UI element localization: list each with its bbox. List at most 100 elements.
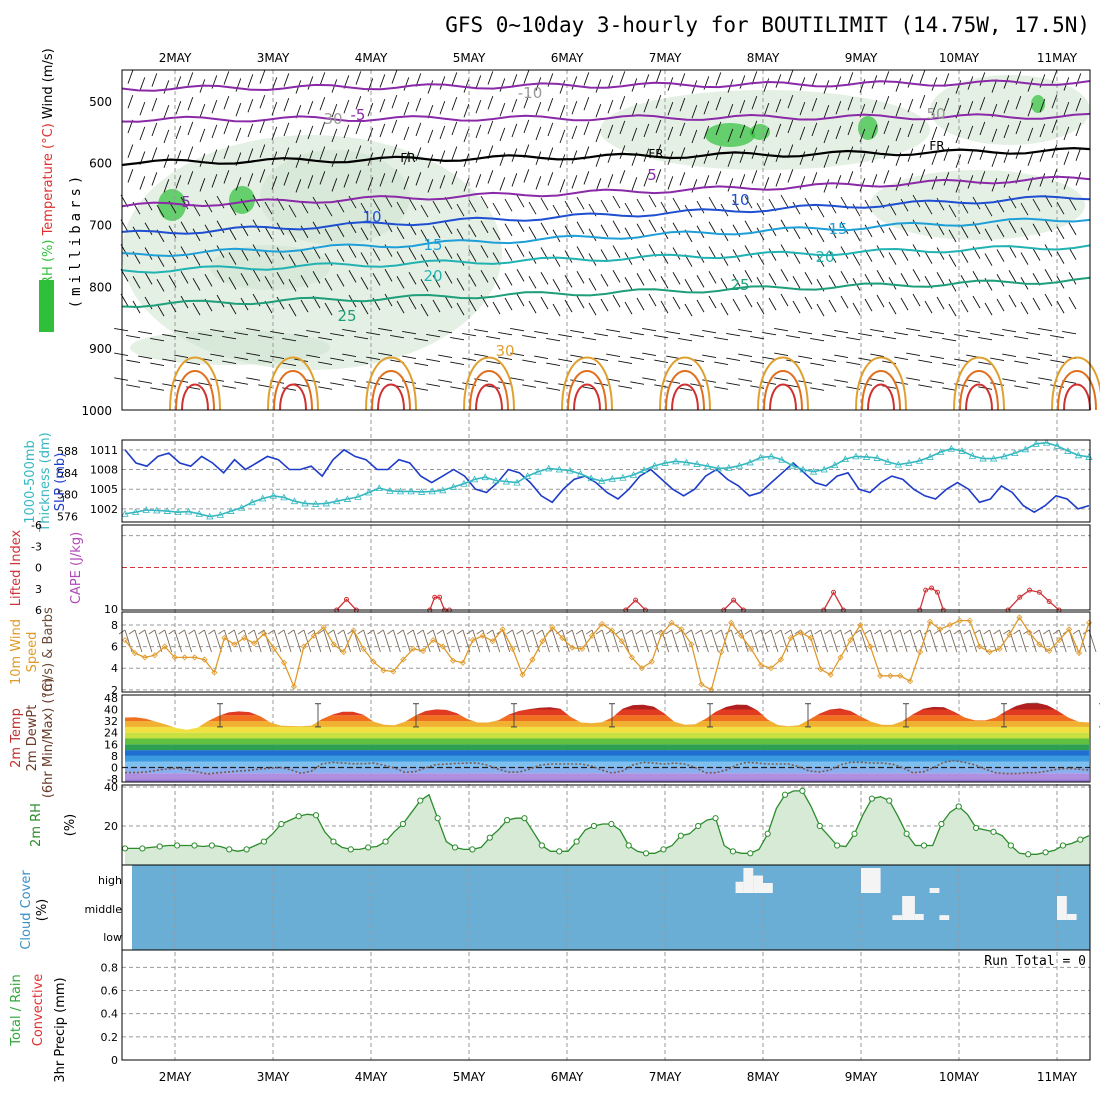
li-segment-0 [336, 598, 357, 611]
wind-speed-point [628, 654, 635, 661]
day-label-top-2: 4MAY [355, 51, 388, 65]
wind-barb [271, 126, 278, 141]
panel-frame-slp [121, 439, 1091, 523]
wind-barb [624, 202, 633, 216]
isotherm-20 [121, 244, 1091, 274]
wind-barb-flag [128, 629, 136, 635]
rh-line [125, 790, 1090, 855]
rh-point [729, 848, 737, 855]
wind-barb [427, 179, 434, 193]
wind-barb-10m [144, 629, 153, 653]
wind-barb [948, 279, 957, 292]
wind-barb-flag [416, 629, 424, 635]
rh-shade-5 [210, 245, 330, 290]
upper-ylabel-part-0: RH (%) [41, 235, 56, 285]
wind-barb [576, 196, 585, 210]
wind-speed-point [589, 632, 596, 639]
wind-barb [600, 274, 609, 287]
wind-barb [288, 229, 297, 243]
wind-speed-point [956, 617, 963, 624]
wind-barb-10m [253, 629, 262, 653]
wind-barb [474, 328, 489, 333]
wind-barb [432, 225, 441, 239]
wind-barb [139, 176, 146, 190]
wind-barb [1032, 248, 1041, 261]
wind-barb [750, 360, 765, 364]
temp-band-2 [125, 767, 1089, 774]
wind-barb-10m [273, 629, 282, 653]
wind-barb [439, 175, 446, 189]
wind-barb [210, 353, 225, 357]
wind-barb [792, 276, 801, 289]
wind-barb [1038, 377, 1053, 381]
warm-contour [861, 370, 901, 411]
wind-barb [660, 300, 669, 314]
wind-barb [799, 126, 806, 141]
wind-speed-point [310, 632, 317, 639]
wind-barb [295, 154, 302, 168]
wind-barb [612, 220, 621, 234]
wind-barb-10m [522, 629, 530, 653]
wind-barb [900, 223, 909, 237]
wind-speed-point [1085, 619, 1093, 626]
wind-barb [126, 384, 141, 388]
precip-ylabel-line-2: 3hr Precip (mm) [53, 977, 68, 1082]
wind-barb [1008, 245, 1017, 258]
wind-barb [511, 74, 518, 88]
dewpoint-line [125, 759, 1090, 775]
wind-barb [438, 354, 453, 358]
wind-barb-10m [939, 629, 948, 653]
wind-barb [402, 355, 417, 359]
wind-barb [990, 357, 1005, 361]
wind-barb [432, 200, 441, 214]
wind-speed-point [459, 659, 466, 666]
contour-label-1: -5 [351, 106, 366, 124]
day-label-bottom-7: 9MAY [845, 1070, 878, 1084]
thickness-point [227, 507, 235, 514]
day-label-top-7: 9MAY [845, 51, 878, 65]
wind-barb [246, 377, 261, 381]
precip-ylabel-line-1: Convective [31, 974, 46, 1047]
wind-speed-point [549, 624, 556, 631]
wind-barb [211, 124, 218, 139]
temp-band-1 [125, 773, 1089, 780]
wind-barb [415, 172, 422, 186]
wind-barb [612, 195, 621, 209]
wind-barb [211, 149, 218, 163]
wind-barb [192, 302, 201, 316]
wind-barb [594, 332, 609, 337]
wind-barb [775, 123, 782, 138]
wind-barb [571, 150, 578, 164]
wind-barb [475, 149, 482, 163]
isotherm-FR [121, 146, 1091, 167]
wind-barb [187, 146, 194, 160]
wind-barb [1056, 300, 1065, 314]
wind-barb-flag [138, 629, 146, 635]
wind-barb [990, 332, 1005, 337]
rh-point [521, 815, 528, 822]
wind-barb [823, 129, 830, 144]
contour-label-11: 20 [423, 267, 442, 285]
wind-barb [276, 247, 285, 260]
wind-barb [528, 201, 537, 215]
rh-point [1025, 851, 1032, 858]
wind-barb [912, 269, 921, 282]
thickness-point [1042, 438, 1051, 446]
isotherm-10 [121, 195, 1091, 235]
wind-barb [354, 335, 369, 340]
wind-barb [420, 204, 429, 218]
wind-barb [228, 227, 237, 241]
wind-barb [691, 80, 698, 94]
wind-speed-point [539, 638, 546, 645]
wind-barb [318, 336, 333, 341]
panel-frame-upper [121, 69, 1091, 411]
wind-barb [535, 101, 542, 116]
wind-barb [402, 330, 417, 335]
wind-barb [906, 352, 921, 356]
li-point [934, 589, 940, 595]
wind-barb [570, 354, 585, 358]
wind-barb [979, 121, 986, 136]
thickness-point [386, 487, 394, 494]
thickness-point [121, 509, 129, 517]
